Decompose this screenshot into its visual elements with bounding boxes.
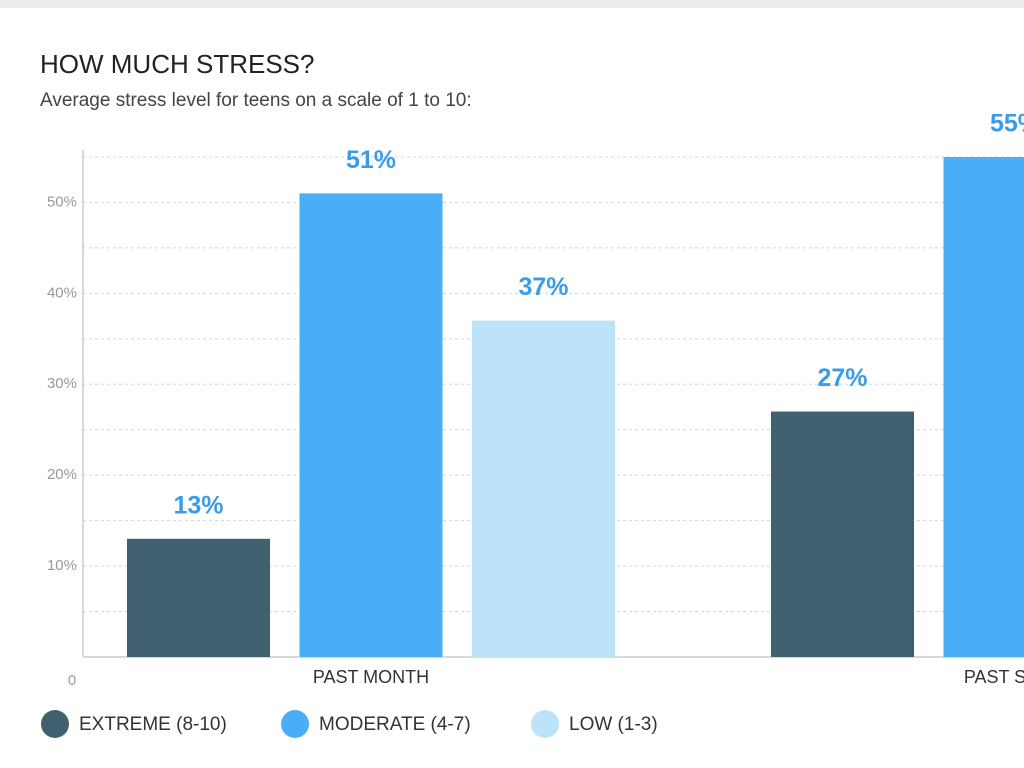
- value-label: 27%: [817, 364, 867, 392]
- legend-swatch: [281, 710, 309, 738]
- y-tick-label: 20%: [47, 466, 77, 483]
- bar: [299, 193, 443, 657]
- chart-subtitle: Average stress level for teens on a scal…: [40, 90, 472, 111]
- bar: [472, 320, 615, 657]
- y-tick-label: 0: [68, 672, 76, 689]
- legend-label: LOW (1-3): [569, 714, 658, 735]
- value-label: 13%: [173, 491, 223, 519]
- value-label: 37%: [518, 273, 568, 301]
- x-tick-label: PAST MONTH: [313, 667, 429, 687]
- legend-label: MODERATE (4-7): [319, 714, 471, 735]
- top-frame: [0, 0, 1024, 8]
- legend-swatch: [41, 710, 69, 738]
- y-tick-label: 50%: [47, 193, 77, 210]
- legend-label: EXTREME (8-10): [79, 714, 227, 735]
- y-tick-label: 30%: [47, 375, 77, 392]
- value-label: 55%: [990, 110, 1024, 138]
- value-label: 51%: [346, 146, 396, 174]
- legend-swatch: [531, 710, 559, 738]
- y-tick-label: 10%: [47, 557, 77, 574]
- bar: [943, 157, 1024, 657]
- bar: [771, 411, 914, 657]
- chart-title: HOW MUCH STRESS?: [40, 49, 314, 79]
- bar: [127, 538, 270, 657]
- y-tick-label: 40%: [47, 284, 77, 301]
- x-tick-label: PAST SCHO: [964, 667, 1024, 687]
